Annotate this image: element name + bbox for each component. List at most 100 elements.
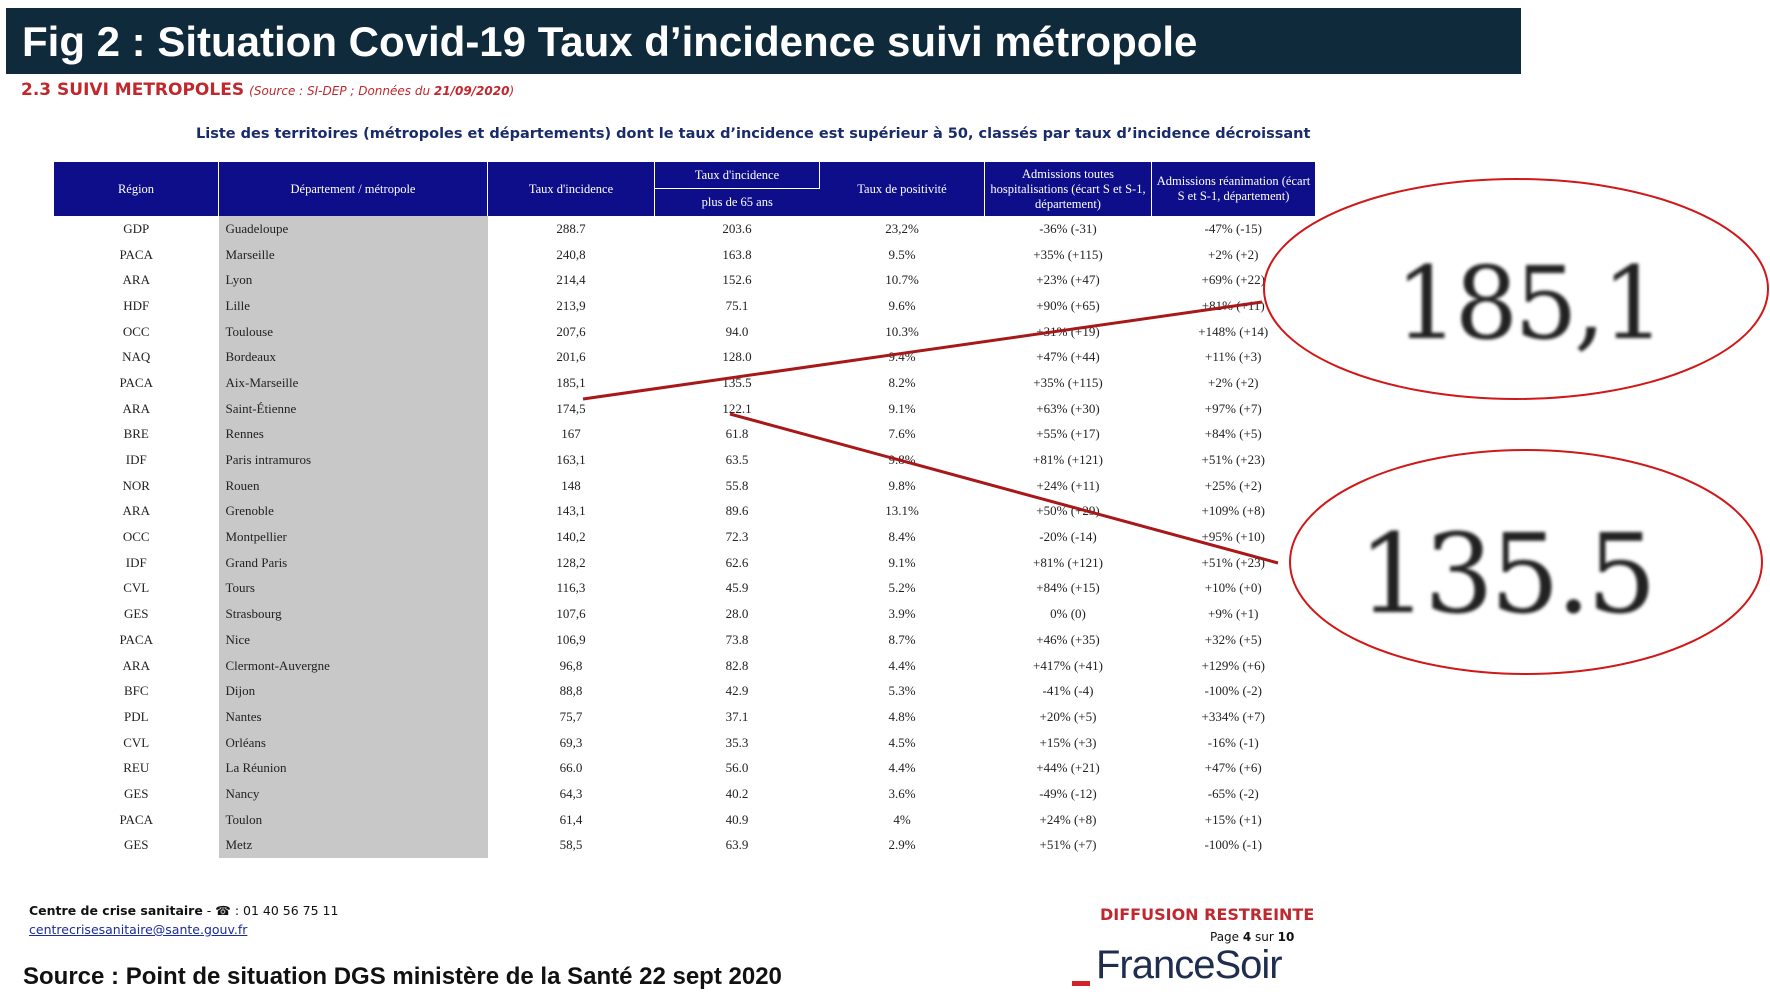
table-row: CVL Tours 116,3 45.9 5.2% +84% (+15) +10% (+0) <box>54 575 1315 602</box>
cell-region: ARA <box>122 503 150 519</box>
cell-hospitalisations: +50% (+29) <box>1036 503 1100 519</box>
table-row: PACA Nice 106,9 73.8 8.7% +46% (+35) +32% (+5) <box>54 627 1315 653</box>
table-row: BFC Dijon 88,8 42.9 5.3% -41% (-4) -100% (-2) <box>54 678 1315 705</box>
cell-hospitalisations: +81% (+121) <box>1033 452 1103 468</box>
cell-incidence: 61,4 <box>559 811 583 827</box>
cell-incidence-65: 122.1 <box>722 400 752 416</box>
cell-region: PACA <box>119 246 153 262</box>
cell-department: Bordeaux <box>218 344 488 371</box>
cell-region: PACA <box>119 374 153 390</box>
cell-positivity: 8.2% <box>888 374 916 390</box>
page-number: Page 4 sur 10 <box>1210 930 1294 944</box>
table-row: PACA Toulon 61,4 40.9 4% +24% (+8) +15% (+1) <box>54 806 1315 833</box>
cell-positivity: 4.5% <box>888 734 916 750</box>
cell-incidence: 66.0 <box>559 760 583 776</box>
table-row: OCC Montpellier 140,2 72.3 8.4% -20% (-14) +95… <box>54 524 1315 550</box>
cell-reanimation: +334% (+7) <box>1201 708 1265 724</box>
cell-department: Nancy <box>218 781 488 807</box>
cell-positivity: 4% <box>893 811 911 827</box>
cell-positivity: 9.1% <box>888 554 916 570</box>
cell-region: GDP <box>123 220 150 236</box>
cell-region: OCC <box>122 529 150 545</box>
cell-department: Aix-Marseille <box>218 370 488 396</box>
table-row: ARA Lyon 214,4 152.6 10.7% +23% (+47) +69% (+2… <box>54 267 1315 294</box>
cell-incidence: 288.7 <box>556 220 586 236</box>
table-row: BRE Rennes 167 61.8 7.6% +55% (+17) +84% (+5) <box>54 421 1315 448</box>
cell-region: CVL <box>123 580 150 596</box>
cell-hospitalisations: +84% (+15) <box>1036 580 1100 596</box>
cell-region: BFC <box>123 683 149 699</box>
logo-text: FranceSoir <box>1096 943 1283 987</box>
cell-hospitalisations: +35% (+115) <box>1033 374 1103 390</box>
cell-hospitalisations: 0% (0) <box>1050 606 1086 622</box>
cell-department: Montpellier <box>218 524 488 550</box>
cell-positivity: 4.4% <box>888 760 916 776</box>
cell-department: Nantes <box>218 704 488 730</box>
cell-incidence-65: 28.0 <box>725 606 749 622</box>
source-line: Source : Point de situation DGS ministèr… <box>23 963 782 990</box>
cell-region: ARA <box>122 657 150 673</box>
callout-line-135 <box>729 412 1279 565</box>
cell-reanimation: -65% (-2) <box>1207 785 1259 801</box>
table-row: PACA Marseille 240,8 163.8 9.5% +35% (+115) +2… <box>54 241 1315 268</box>
cell-reanimation: +84% (+5) <box>1204 426 1262 442</box>
cell-reanimation: +25% (+2) <box>1204 477 1262 493</box>
callout-line-185 <box>582 300 1263 401</box>
cell-department: Lille <box>218 293 488 319</box>
cell-incidence-65: 63.5 <box>725 452 749 468</box>
cell-region: PACA <box>119 631 153 647</box>
cell-region: PACA <box>119 811 153 827</box>
contact-phone: - ☎ : 01 40 56 75 11 <box>202 903 339 918</box>
title-bar: Fig 2 : Situation Covid-19 Taux d’incide… <box>6 8 1521 74</box>
cell-incidence-65: 42.9 <box>725 683 749 699</box>
table-row: REU La Réunion 66.0 56.0 4.4% +44% (+21) +47% … <box>54 755 1315 782</box>
cell-region: OCC <box>122 323 150 339</box>
cell-positivity: 4.4% <box>888 657 916 673</box>
cell-department: Orléans <box>218 729 488 756</box>
cell-hospitalisations: +63% (+30) <box>1036 400 1100 416</box>
cell-incidence-65: 75.1 <box>725 297 749 313</box>
cell-positivity: 5.2% <box>888 580 916 596</box>
cell-department: Grenoble <box>218 498 488 525</box>
cell-incidence-65: 45.9 <box>725 580 749 596</box>
cell-positivity: 9.1% <box>888 400 916 416</box>
contact-email-link[interactable]: centrecrisesanitaire@sante.gouv.fr <box>29 922 248 937</box>
cell-region: GES <box>123 606 149 622</box>
cell-incidence: 148 <box>561 477 581 493</box>
header-incidence: Taux d'incidence <box>487 162 655 216</box>
cell-reanimation: +148% (+14) <box>1198 323 1269 339</box>
table-row: PACA Aix-Marseille 185,1 135.5 8.2% +35% (+11… <box>54 370 1315 396</box>
callout-value-185: 185,1 <box>1395 245 1665 362</box>
header-reanimation: Admissions réanimation (écart S et S-1, … <box>1151 162 1315 216</box>
cell-incidence: 64,3 <box>559 785 583 801</box>
cell-region: NOR <box>122 477 150 493</box>
cell-reanimation: +129% (+6) <box>1201 657 1265 673</box>
cell-department: Lyon <box>218 267 488 294</box>
cell-reanimation: -47% (-15) <box>1204 220 1262 236</box>
cell-region: BRE <box>123 426 149 442</box>
table-row: GDP Guadeloupe 288.7 203.6 23,2% -36% (-31) -4… <box>54 216 1315 242</box>
cell-hospitalisations: +55% (+17) <box>1036 426 1100 442</box>
section-heading: 2.3 SUIVI METROPOLES (Source : SI-DEP ; … <box>21 80 514 100</box>
cell-reanimation: -100% (-1) <box>1204 837 1262 853</box>
cell-incidence: 106,9 <box>556 631 586 647</box>
cell-incidence: 174,5 <box>556 400 586 416</box>
cell-incidence: 69,3 <box>559 734 583 750</box>
cell-reanimation: -100% (-2) <box>1204 683 1262 699</box>
header-department: Département / métropole <box>218 162 488 216</box>
cell-reanimation: +2% (+2) <box>1208 246 1259 262</box>
cell-hospitalisations: +35% (+115) <box>1033 246 1103 262</box>
cell-department: Toulon <box>218 806 488 833</box>
cell-region: PDL <box>123 708 149 724</box>
cell-incidence: 75,7 <box>559 708 583 724</box>
cell-department: Metz <box>218 832 488 859</box>
cell-hospitalisations: -20% (-14) <box>1039 529 1097 545</box>
cell-department: Toulouse <box>218 318 488 345</box>
cell-department: Saint-Étienne <box>218 395 488 422</box>
cell-department: Dijon <box>218 678 488 705</box>
cell-incidence: 140,2 <box>556 529 586 545</box>
cell-positivity: 3.6% <box>888 785 916 801</box>
cell-hospitalisations: +81% (+121) <box>1033 554 1103 570</box>
